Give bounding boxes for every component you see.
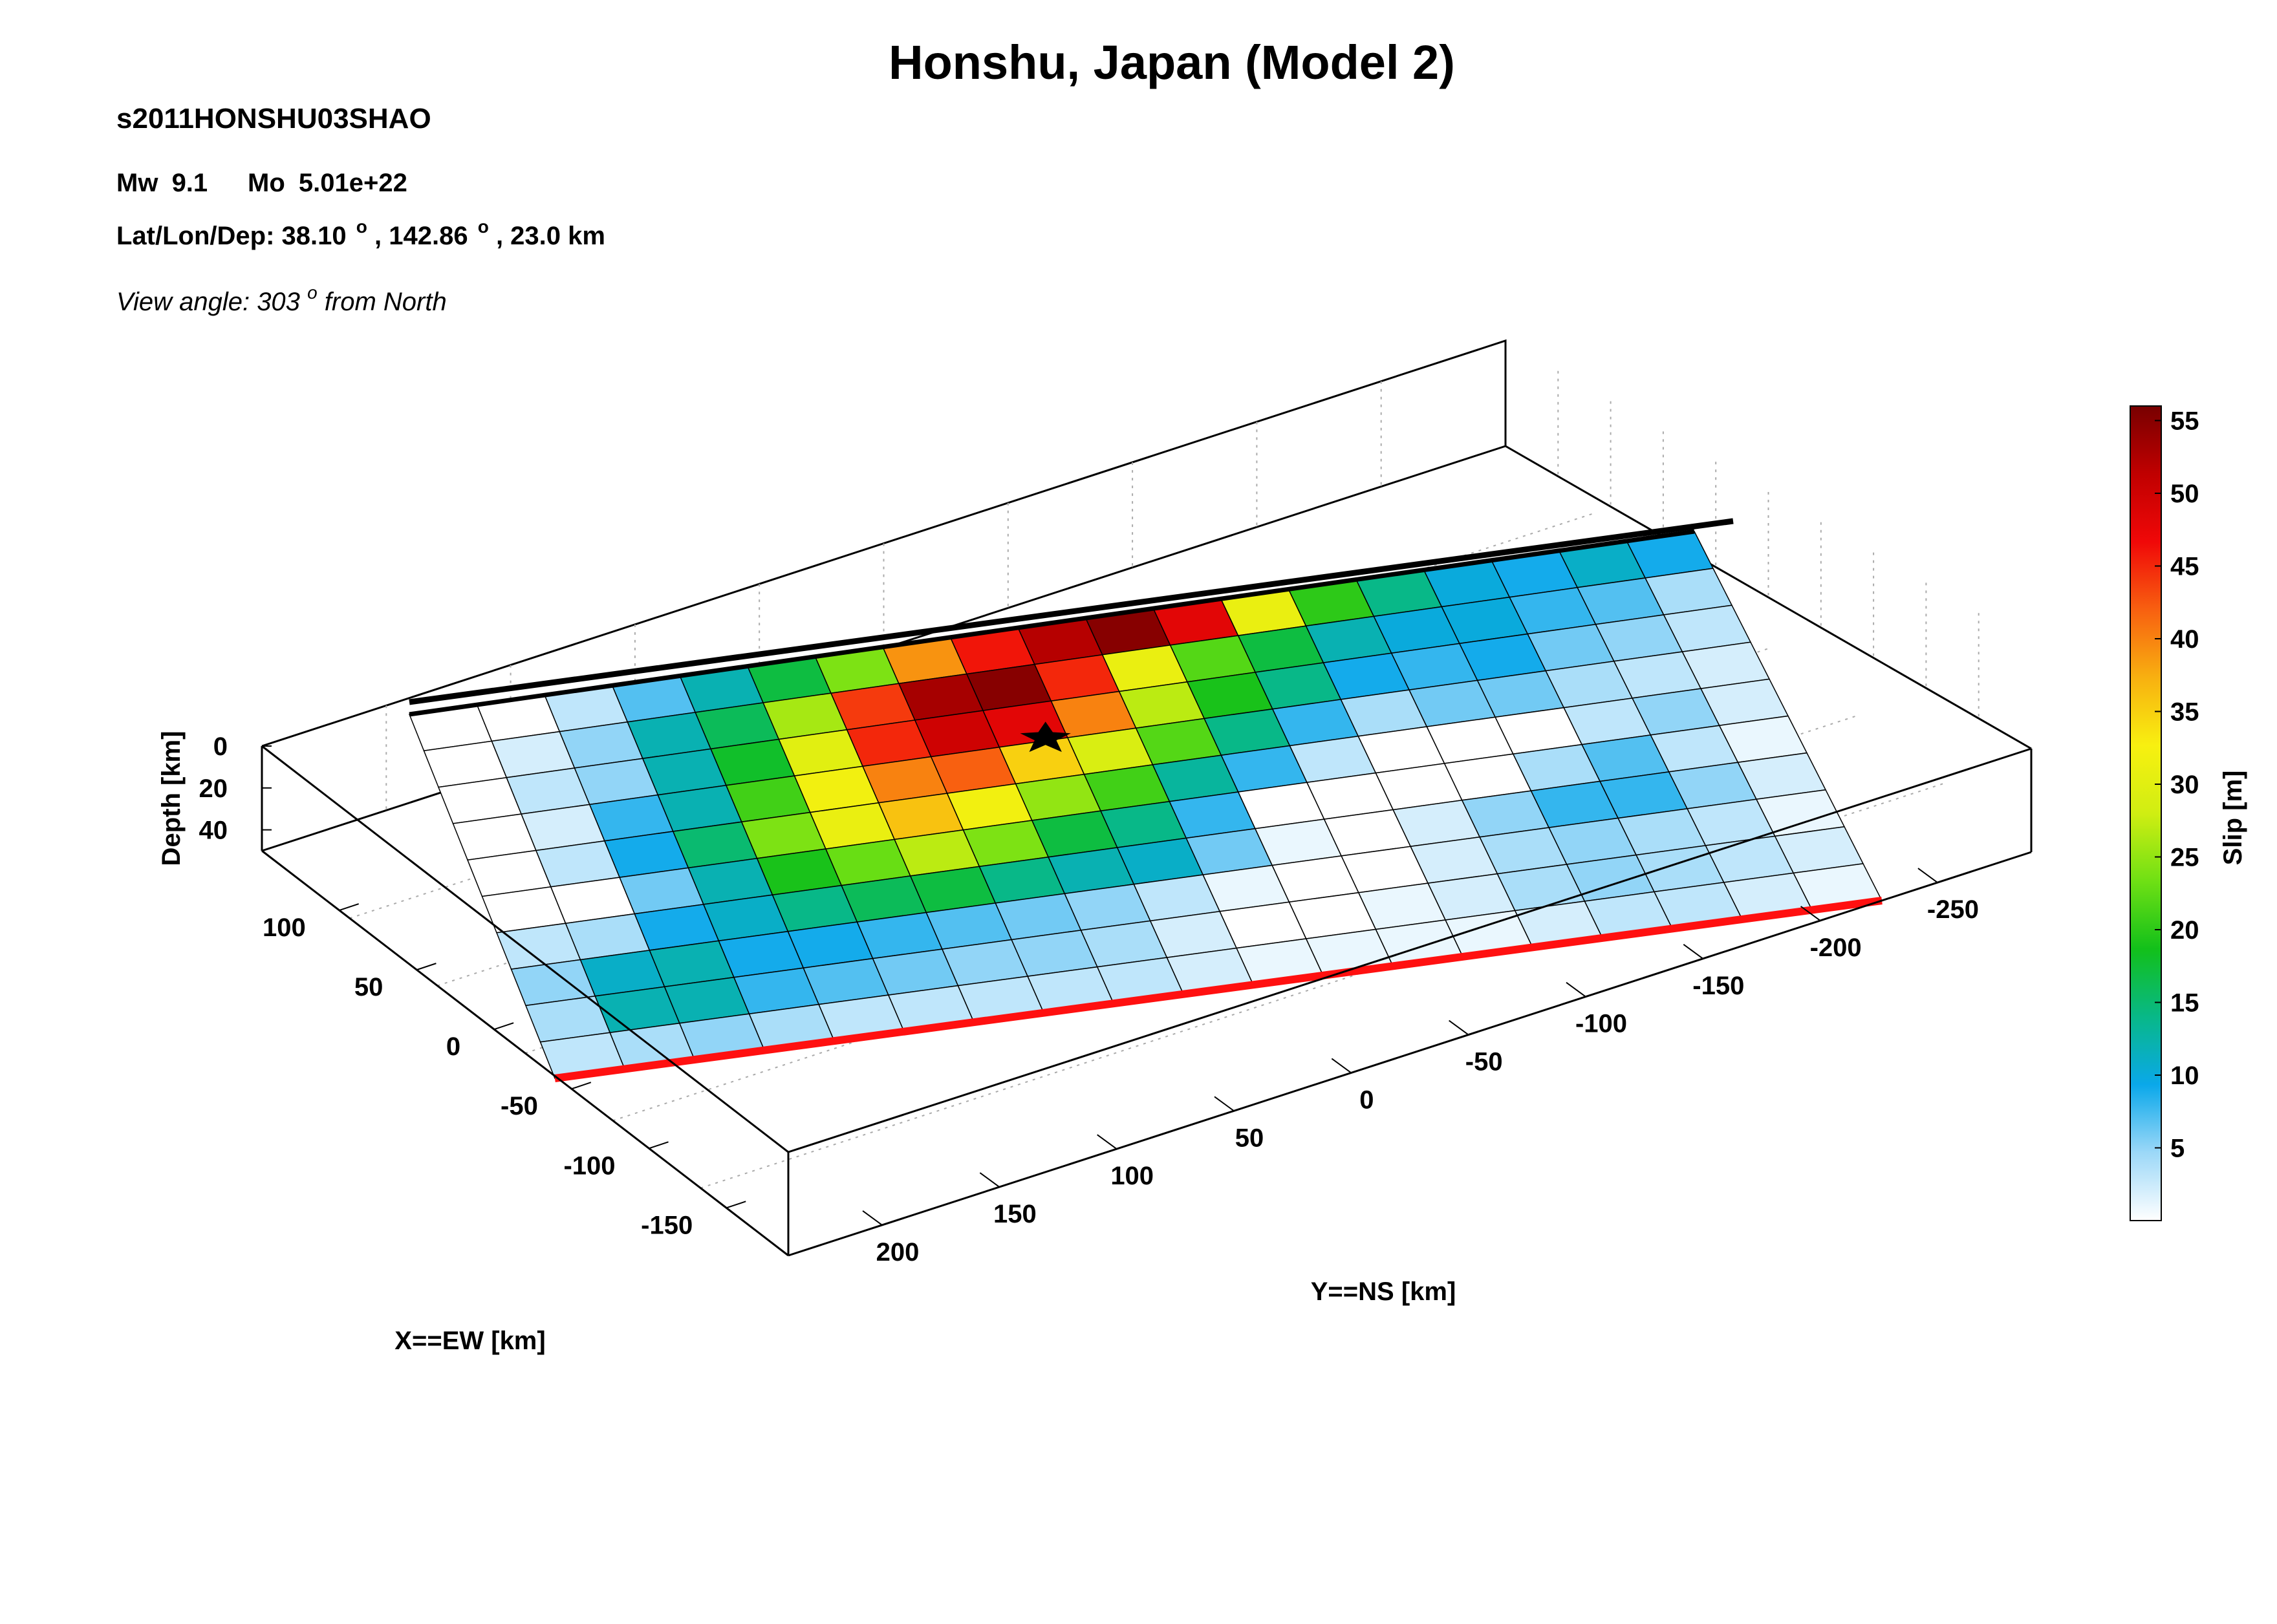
- ew-tick-label: -100: [563, 1151, 615, 1180]
- ns-tick-label: -250: [1927, 895, 1979, 924]
- ns-tick-label: -100: [1575, 1010, 1627, 1038]
- ns-tick-label: -200: [1810, 934, 1862, 962]
- ns-tick-label: 200: [876, 1238, 920, 1266]
- ew-tick-label: 100: [263, 914, 306, 942]
- colorbar-tick-label: 5: [2170, 1135, 2185, 1163]
- ns-axis-label: Y==NS [km]: [1311, 1277, 1456, 1306]
- mw-label: Mw: [116, 169, 158, 197]
- colorbar-tick-label: 40: [2170, 625, 2199, 654]
- location-prefix: Lat/Lon/Dep:: [116, 222, 282, 250]
- fault-edges: [409, 518, 1883, 1082]
- chart-title: Honshu, Japan (Model 2): [889, 36, 1455, 89]
- fault-trench-edge: [554, 897, 1883, 1082]
- mw-value: 9.1: [172, 169, 208, 197]
- fault-slip-plane: [408, 531, 1883, 1079]
- ns-tick: [862, 1210, 883, 1226]
- ns-tick-label: 50: [1235, 1124, 1264, 1152]
- fault-top-edge: [409, 529, 1695, 717]
- colorbar-tick-label: 50: [2170, 480, 2199, 508]
- ew-tick: [339, 903, 360, 912]
- depth-axis: 0 20 40: [199, 732, 272, 845]
- colorbar-tick-label: 25: [2170, 844, 2199, 872]
- ew-tick: [726, 1201, 746, 1209]
- ns-tick-label: 0: [1359, 1085, 1374, 1114]
- view-angle-line: View angle: 303 o from North: [116, 276, 447, 316]
- ns-tick: [1917, 868, 1938, 883]
- ew-tick-label: 0: [446, 1032, 460, 1061]
- colorbar-tick-label: 10: [2170, 1062, 2199, 1090]
- longitude-value: 142.86: [389, 222, 468, 250]
- colorbar-ticks: 5 10 15 20 25 30 35 40 45 50 55: [2155, 407, 2199, 1163]
- mo-label: Mo: [248, 169, 285, 197]
- depth-tick-label: 20: [199, 775, 228, 803]
- separator: ,: [374, 222, 389, 250]
- ew-axis: -150 -100 -50 0 50 100: [263, 903, 746, 1239]
- event-id: s2011HONSHU03SHAO: [116, 103, 431, 134]
- star-icon: [1020, 721, 1071, 753]
- ns-tick: [1683, 944, 1703, 959]
- colorbar-tick-label: 55: [2170, 407, 2199, 436]
- colorbar-tick-label: 15: [2170, 989, 2199, 1018]
- ew-tick-label: -50: [501, 1092, 538, 1120]
- ns-tick-label: -50: [1465, 1048, 1503, 1076]
- colorbar-gradient: [2130, 405, 2162, 1221]
- view-suffix: from North: [325, 288, 447, 316]
- ns-tick: [1214, 1096, 1235, 1112]
- grid-line: [700, 782, 1945, 1189]
- view-prefix: View angle:: [116, 288, 257, 316]
- ns-tick: [1331, 1058, 1352, 1074]
- colorbar-tick-label: 45: [2170, 553, 2199, 581]
- axes-box-front: [261, 745, 2033, 1257]
- ns-axis: 200 150 100 50 0 -50 -100 -150 -200 -250: [862, 868, 1979, 1266]
- ns-tick: [1449, 1020, 1469, 1036]
- ns-tick-label: 100: [1110, 1162, 1154, 1190]
- colorbar: 5 10 15 20 25 30 35 40 45 50 55 Slip [m]: [2130, 405, 2247, 1221]
- depth-tick-label: 40: [199, 817, 228, 845]
- ns-tick: [1800, 906, 1821, 921]
- ns-tick-label: -150: [1692, 972, 1744, 1000]
- depth-value: 23.0 km: [510, 222, 605, 250]
- fault-top-edge-projection: [409, 518, 1734, 705]
- ew-tick-label: 50: [354, 973, 383, 1001]
- ns-tick-label: 150: [993, 1200, 1037, 1228]
- separator: ,: [496, 222, 510, 250]
- magnitude-line: Mw 9.1 Mo 5.01e+22: [116, 169, 407, 197]
- degree-symbol: o: [356, 217, 367, 237]
- ew-tick: [416, 963, 437, 971]
- latitude-value: 38.10: [282, 222, 347, 250]
- degree-symbol: o: [307, 283, 318, 303]
- mo-value: 5.01e+22: [299, 169, 407, 197]
- ew-tick: [493, 1022, 514, 1031]
- depth-tick-label: 0: [213, 732, 228, 761]
- ew-tick-label: -150: [641, 1211, 693, 1239]
- colorbar-tick-label: 30: [2170, 771, 2199, 799]
- colorbar-tick-label: 20: [2170, 916, 2199, 945]
- degree-symbol: o: [478, 217, 489, 237]
- ew-tick: [571, 1082, 592, 1090]
- ns-tick: [979, 1172, 1000, 1188]
- ew-tick: [649, 1141, 669, 1149]
- ns-tick: [1097, 1134, 1117, 1149]
- colorbar-tick-label: 35: [2170, 698, 2199, 727]
- view-angle-value: 303: [257, 288, 300, 316]
- location-line: Lat/Lon/Dep: 38.10 o , 142.86 o , 23.0 k…: [116, 210, 605, 250]
- ns-tick: [1566, 981, 1586, 998]
- colorbar-label: Slip [m]: [2219, 771, 2247, 866]
- depth-axis-label: Depth [km]: [157, 731, 186, 866]
- ew-axis-label: X==EW [km]: [394, 1327, 545, 1355]
